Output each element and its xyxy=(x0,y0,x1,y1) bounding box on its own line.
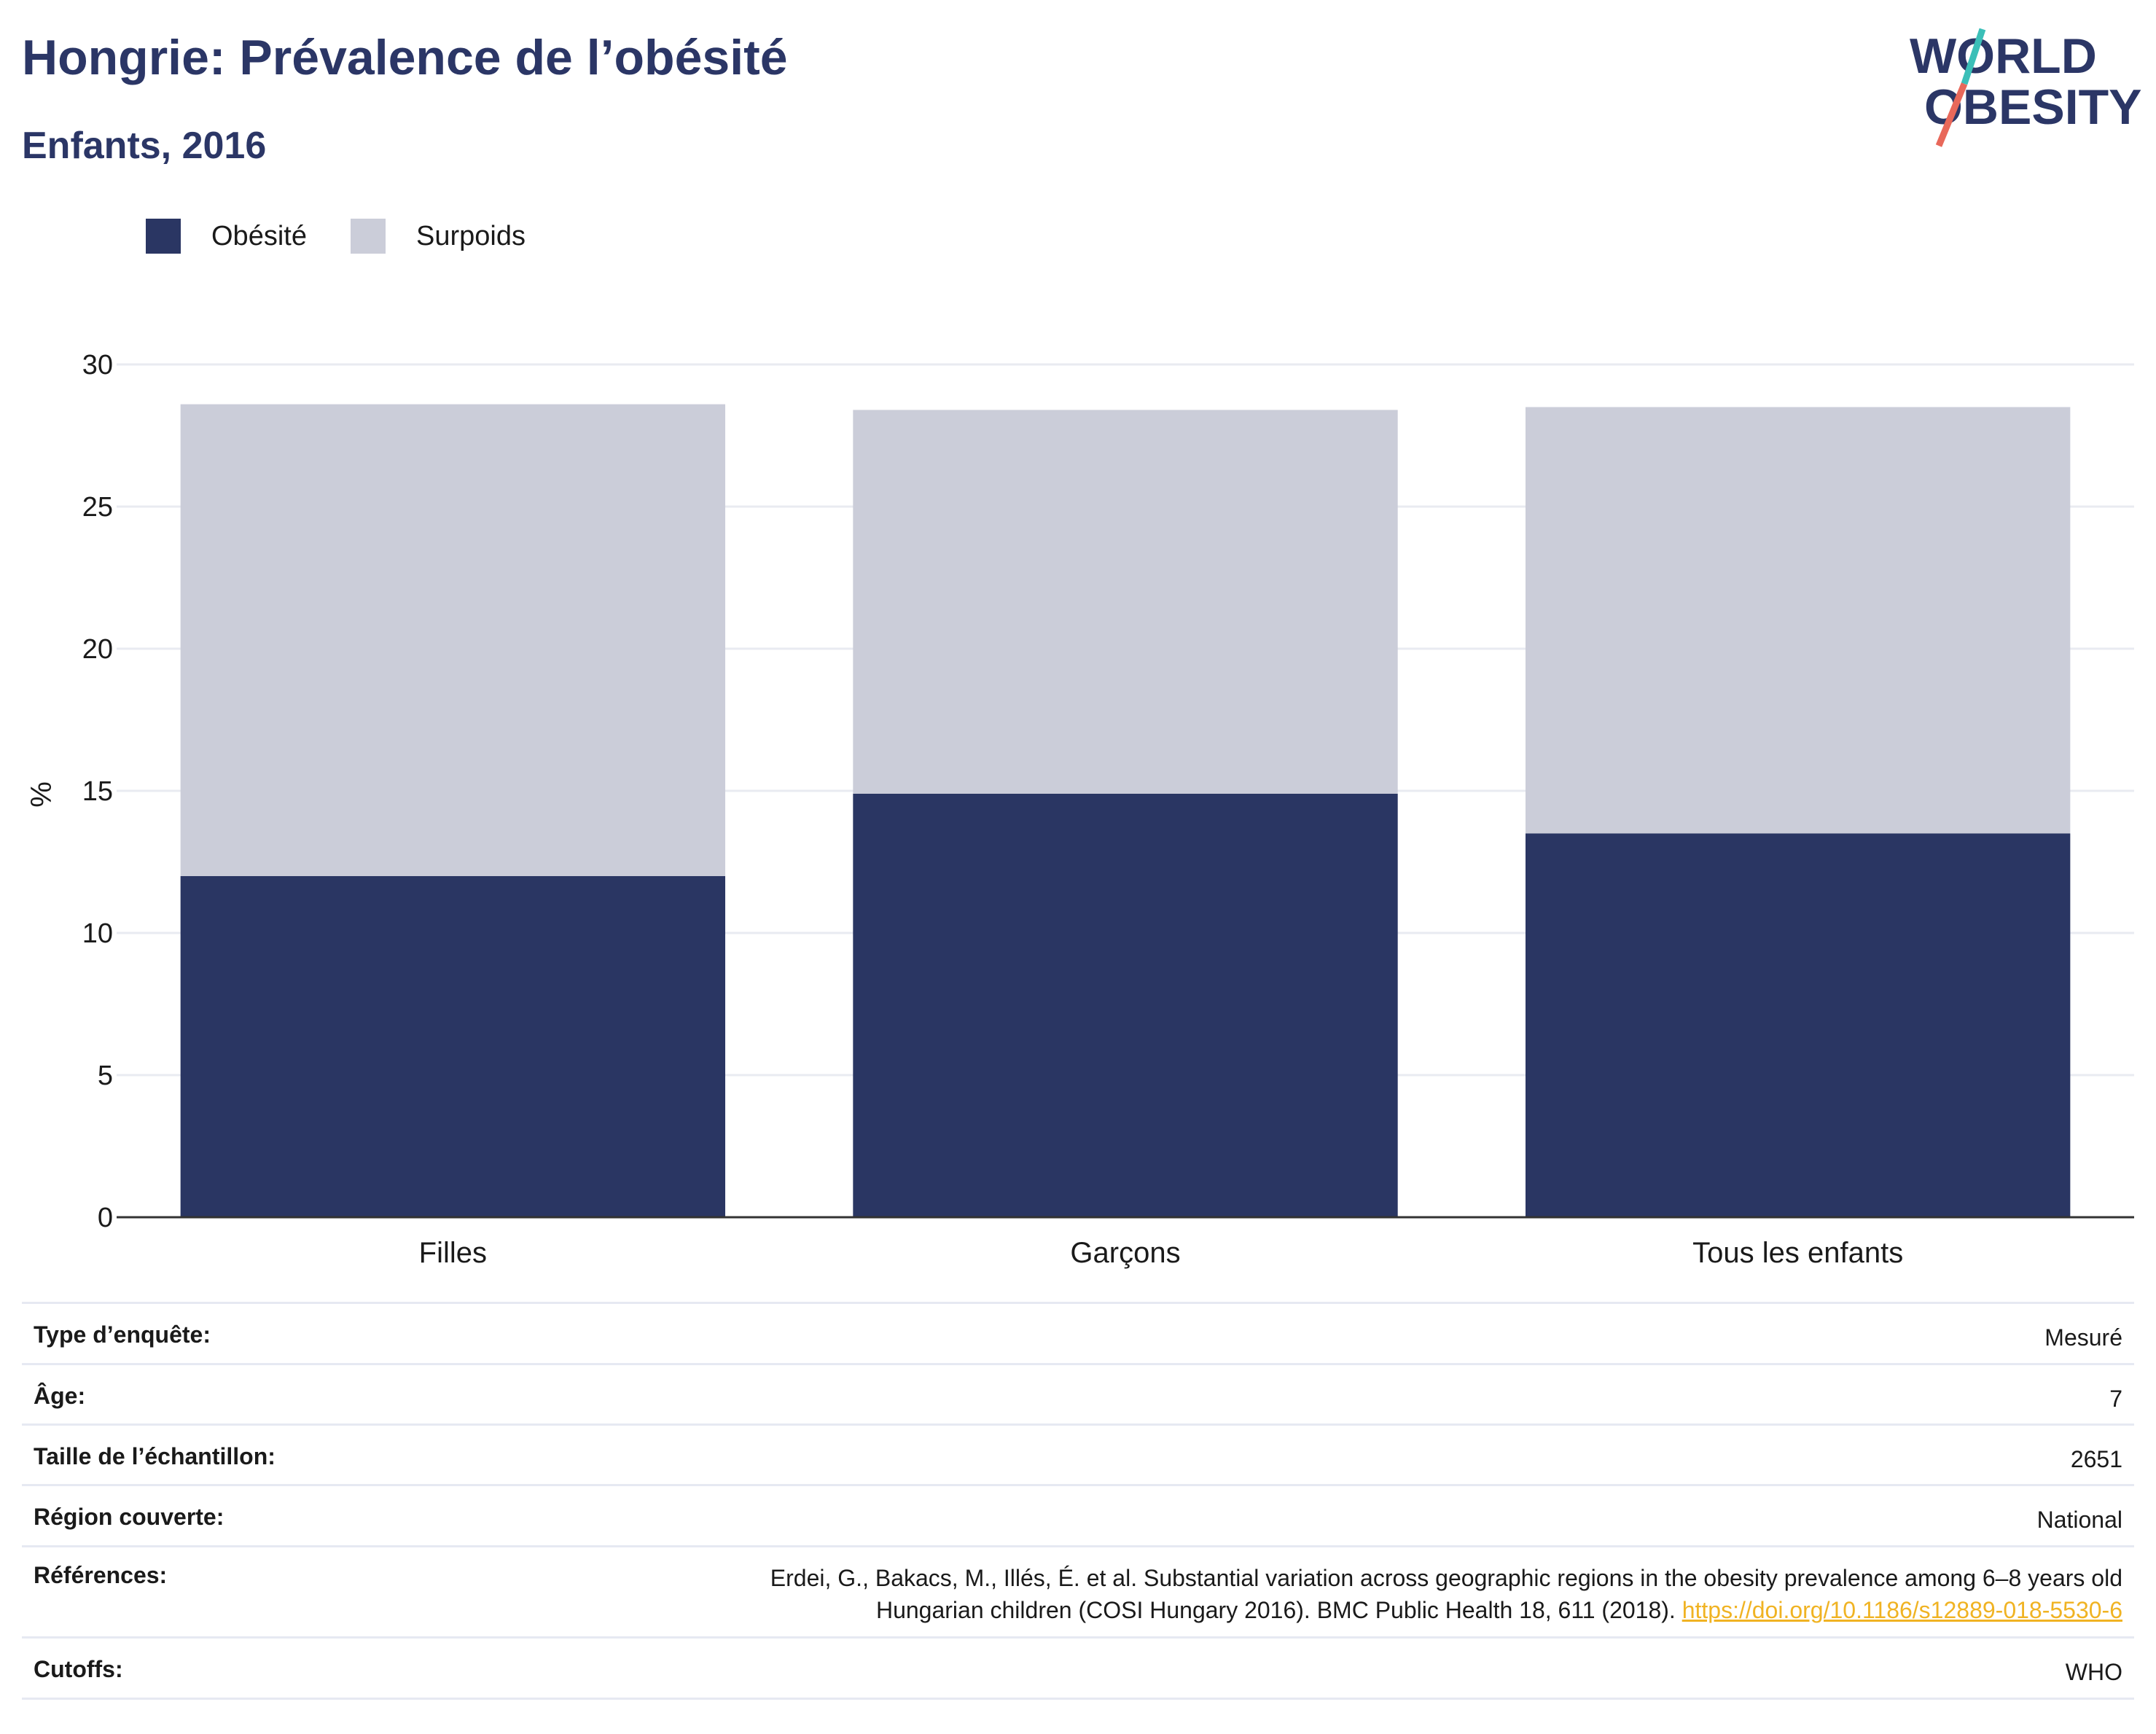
world-obesity-logo: WORLD OBESITY xyxy=(1910,28,2142,147)
info-value: National xyxy=(2036,1507,2122,1533)
x-tick-label: Tous les enfants xyxy=(1692,1237,1903,1269)
logo-line-1: WORLD xyxy=(1910,28,2097,84)
reference-doi-link[interactable]: https://doi.org/10.1186/s12889-018-5530-… xyxy=(1682,1597,2122,1623)
bar-overweight[interactable] xyxy=(853,410,1398,794)
x-tick-label: Filles xyxy=(419,1237,487,1269)
survey-info-table: Type d’enquête: Mesuré Âge: 7 Taille de … xyxy=(22,1302,2134,1700)
y-tick-label: 20 xyxy=(82,634,113,665)
legend-label-obesity: Obésité xyxy=(211,220,307,251)
y-tick-label: 25 xyxy=(82,492,113,523)
y-tick-label: 5 xyxy=(98,1061,113,1091)
y-tick-label: 30 xyxy=(82,350,113,380)
info-label: Région couverte: xyxy=(34,1504,224,1530)
logo-slash-top xyxy=(1961,28,1986,85)
bar-overweight[interactable] xyxy=(180,404,726,876)
legend-item-obesity[interactable]: Obésité xyxy=(146,219,307,254)
info-row-references: Références: Erdei, G., Bakacs, M., Illés… xyxy=(22,1547,2134,1639)
bars xyxy=(180,404,2071,1218)
y-axis-ticks: 0 5 10 15 20 25 30 xyxy=(82,350,113,1233)
y-axis-label: % xyxy=(26,781,58,808)
legend-item-overweight[interactable]: Surpoids xyxy=(350,219,526,254)
x-tick-label: Garçons xyxy=(1070,1237,1180,1269)
y-tick-label: 15 xyxy=(82,776,113,807)
page-title: Hongrie: Prévalence de l’obésité xyxy=(22,30,788,85)
info-value-references: Erdei, G., Bakacs, M., Illés, É. et al. … xyxy=(770,1562,2122,1626)
info-value: 7 xyxy=(2109,1386,2122,1412)
info-row-region: Région couverte: National xyxy=(22,1486,2134,1547)
info-label: Âge: xyxy=(34,1383,86,1409)
info-value: Mesuré xyxy=(2044,1324,2122,1351)
legend-swatch-obesity xyxy=(146,219,181,254)
info-row-sample-size: Taille de l’échantillon: 2651 xyxy=(22,1426,2134,1486)
info-row-survey-type: Type d’enquête: Mesuré xyxy=(22,1304,2134,1365)
info-row-cutoffs: Cutoffs: WHO xyxy=(22,1639,2134,1700)
page-subtitle: Enfants, 2016 xyxy=(22,125,267,167)
bar-obesity[interactable] xyxy=(853,793,1398,1217)
chart-legend: Obésité Surpoids xyxy=(146,216,569,257)
reference-text-line-2: Hungarian children (COSI Hungary 2016). … xyxy=(875,1597,1676,1623)
logo-slash-bottom xyxy=(1935,82,1968,147)
info-label: Cutoffs: xyxy=(34,1656,123,1682)
legend-label-overweight: Surpoids xyxy=(415,220,526,251)
info-label: Type d’enquête: xyxy=(34,1321,211,1348)
reference-text-line-1: Erdei, G., Bakacs, M., Illés, É. et al. … xyxy=(770,1565,2122,1591)
info-label: Taille de l’échantillon: xyxy=(34,1443,276,1469)
x-axis-ticks: Filles Garçons Tous les enfants xyxy=(419,1237,1904,1269)
bar-chart: 0 5 10 15 20 25 30 Filles Garçons Tous les enfan… xyxy=(26,350,2134,1269)
bar-overweight[interactable] xyxy=(1525,407,2071,834)
bar-obesity[interactable] xyxy=(180,876,726,1217)
info-value: 2651 xyxy=(2070,1446,2122,1472)
info-value: WHO xyxy=(2065,1659,2122,1685)
y-tick-label: 10 xyxy=(82,918,113,949)
legend-swatch-overweight xyxy=(350,219,386,254)
bar-obesity[interactable] xyxy=(1525,833,2071,1218)
y-tick-label: 0 xyxy=(98,1203,113,1233)
info-label: Références: xyxy=(34,1562,168,1588)
info-row-age: Âge: 7 xyxy=(22,1365,2134,1426)
